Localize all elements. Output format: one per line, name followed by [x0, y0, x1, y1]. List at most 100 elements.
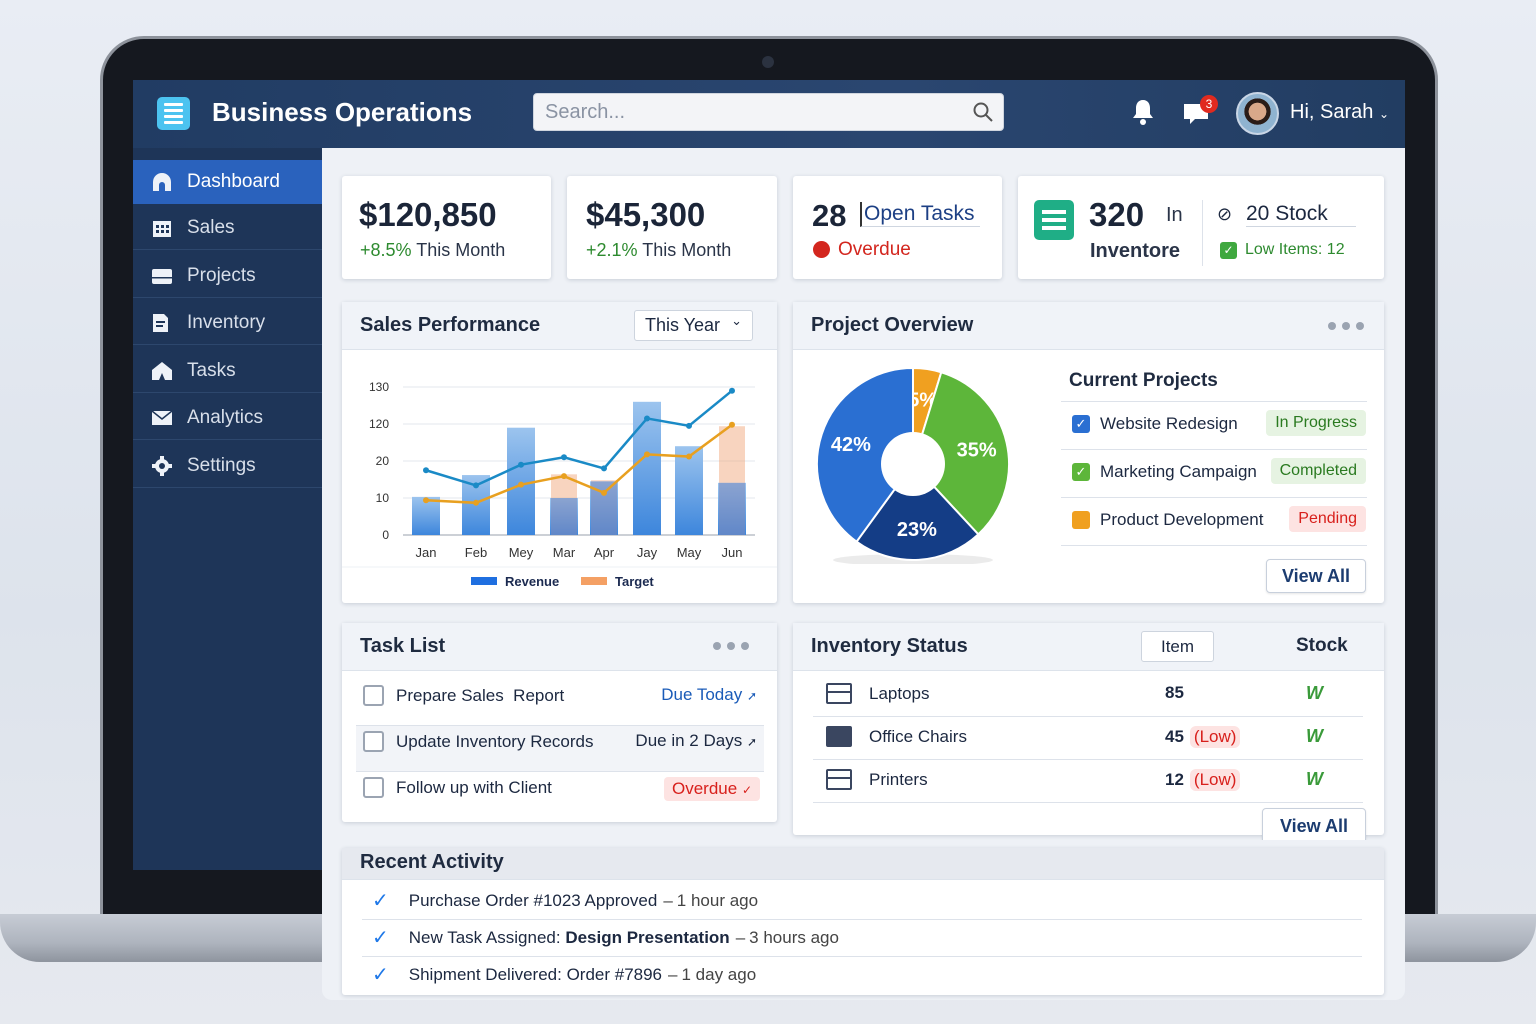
task-checkbox[interactable]: [363, 777, 384, 798]
activity-highlight: Design Presentation: [565, 927, 730, 947]
activity-item[interactable]: ✓ Shipment Delivered: Order #7896– 1 day …: [372, 964, 757, 986]
greeting: Hi, Sarah: [1290, 101, 1374, 123]
kpi-tasks-card: 28 Open Tasks Overdue: [793, 176, 1002, 279]
chevron-down-icon: ⌄: [731, 313, 742, 328]
task-name: Follow up with Client: [396, 777, 552, 797]
item-icon: [826, 726, 852, 747]
stock-count: 20 Stock: [1246, 202, 1356, 227]
item-column-header[interactable]: Item: [1141, 631, 1214, 662]
bell-icon[interactable]: [1131, 98, 1155, 126]
sidebar-item-inventory[interactable]: Inventory: [133, 301, 322, 345]
line-point: [423, 497, 429, 504]
revenue-bar: [675, 446, 703, 535]
kpi-value: $45,300: [586, 196, 706, 233]
task-item[interactable]: Update Inventory Records: [363, 731, 594, 752]
x-tick-label: Mey: [509, 545, 534, 560]
item-name: Printers: [869, 769, 928, 789]
target-bar: [551, 474, 577, 498]
pie-label: 35%: [957, 439, 997, 461]
task-checkbox[interactable]: [363, 731, 384, 752]
overlap-bar: [719, 482, 745, 535]
inventory-item[interactable]: Office Chairs: [826, 726, 967, 747]
app-logo-icon: [157, 97, 190, 130]
low-stock-badge: (Low): [1189, 769, 1241, 791]
task-checkbox[interactable]: [363, 685, 384, 706]
range-select[interactable]: This Year ⌄: [634, 310, 753, 341]
home-icon: [153, 173, 171, 191]
kpi-inventory-card: 320 In Inventore ⊘ 20 Stock ✓ Low Items:…: [1018, 176, 1384, 279]
projects-view-all-button[interactable]: View All: [1266, 559, 1366, 593]
line-point: [686, 453, 692, 460]
activity-item[interactable]: ✓ New Task Assigned: Design Presentation –…: [372, 927, 839, 949]
sidebar-item-settings[interactable]: Settings: [133, 444, 322, 488]
x-tick-label: Feb: [465, 545, 487, 560]
activity-item[interactable]: ✓ Purchase Order #1023 Approved – 1 hour a…: [372, 890, 759, 912]
line-point: [561, 473, 567, 480]
task-item[interactable]: Follow up with Client: [363, 777, 552, 798]
kpi-value: 28: [812, 198, 847, 233]
item-icon: [826, 683, 852, 704]
item-qty: 12 (Low): [1165, 769, 1241, 791]
status-square-icon: [1072, 511, 1090, 529]
kpi-change: +8.5% This Month: [360, 240, 506, 260]
sidebar-item-tasks[interactable]: Tasks: [133, 349, 322, 393]
sidebar-item-label: Sales: [187, 216, 235, 238]
sidebar-item-label: Analytics: [187, 406, 264, 428]
notification-badge: 3: [1200, 95, 1218, 113]
series-line: [425, 389, 733, 487]
no-stock-icon: ⊘: [1217, 204, 1233, 224]
sidebar-item-analytics[interactable]: Analytics: [133, 396, 322, 440]
check-icon: ✓: [372, 964, 389, 986]
pin-icon: ➚: [746, 735, 757, 749]
project-status-badge: Completed: [1270, 458, 1366, 484]
kpi-value: 320: [1089, 196, 1145, 233]
item-name: Office Chairs: [869, 726, 967, 746]
line-point: [473, 499, 479, 506]
project-item[interactable]: Product Development: [1072, 510, 1263, 530]
search-input[interactable]: Search...: [533, 93, 1004, 131]
y-tick-label: 0: [382, 528, 389, 542]
project-item[interactable]: ✓ Website Redesign: [1072, 414, 1238, 434]
chevron-down-icon: ⌄: [1378, 107, 1389, 121]
user-menu[interactable]: Hi, Sarah ⌄: [1290, 101, 1389, 124]
avatar[interactable]: [1236, 92, 1279, 135]
card-title: Inventory Status: [793, 623, 1384, 671]
line-point: [729, 421, 735, 428]
inventory-icon: [153, 313, 168, 332]
stock-ok-icon: W: [1306, 683, 1323, 703]
gear-icon: [152, 455, 172, 476]
project-name: Product Development: [1100, 510, 1264, 529]
current-projects-title: Current Projects: [1069, 370, 1218, 391]
pin-icon: ➚: [746, 689, 757, 703]
project-item[interactable]: ✓ Marketing Campaign: [1072, 462, 1257, 482]
app-title: Business Operations: [212, 97, 473, 127]
line-point: [423, 467, 429, 474]
sidebar-item-label: Inventory: [187, 311, 266, 333]
task-item[interactable]: Prepare Sales Report: [363, 685, 564, 706]
sidebar-item-sales[interactable]: Sales: [133, 206, 322, 250]
line-point: [473, 482, 479, 489]
y-tick-label: 120: [369, 417, 389, 431]
camera: [762, 56, 774, 68]
card-title: Task List: [342, 623, 777, 671]
more-options-icon[interactable]: [1328, 322, 1364, 330]
kpi-label: In: [1166, 204, 1183, 226]
target-bar: [591, 480, 617, 482]
project-status-badge: Pending: [1289, 506, 1366, 532]
inventory-view-all-button[interactable]: View All: [1262, 808, 1366, 844]
legend-swatch: [581, 577, 607, 585]
stock-column-header: Stock: [1296, 635, 1348, 656]
list-icon: [1034, 200, 1074, 240]
sidebar-item-projects[interactable]: Projects: [133, 254, 322, 298]
inventory-item[interactable]: Printers: [826, 769, 928, 790]
divider: [1202, 200, 1203, 266]
revenue-bar: [412, 496, 440, 535]
sidebar-item-dashboard[interactable]: Dashboard: [133, 160, 322, 204]
x-tick-label: Jay: [637, 545, 658, 560]
kpi-expenses-card: $45,300 +2.1% This Month: [567, 176, 777, 279]
inventory-item[interactable]: Laptops: [826, 683, 930, 704]
more-options-icon[interactable]: [713, 642, 749, 650]
pie-slice: [816, 366, 914, 544]
project-pie-chart: 5%35%23%42%: [816, 366, 1010, 564]
search-icon[interactable]: [973, 102, 993, 122]
